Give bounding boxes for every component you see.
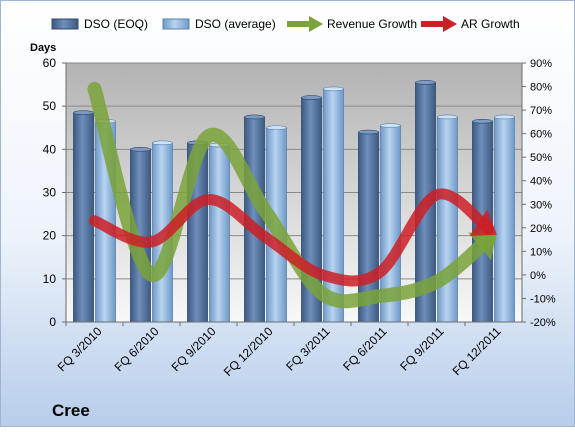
y-left-tick-label: 50 (43, 99, 57, 113)
legend-label: DSO (EOQ) (84, 17, 148, 31)
bar-dso-average (210, 145, 230, 322)
y-right-tick-label: 40% (530, 176, 552, 188)
legend-item-dso-average: DSO (average) (163, 17, 276, 31)
bar-top-cap (359, 130, 379, 134)
y-right-tick-label: 70% (530, 105, 552, 117)
bar-top-cap (473, 119, 493, 123)
legend-swatch (163, 19, 189, 29)
y-right-tick-label: 80% (530, 82, 552, 94)
bar-top-cap (324, 87, 344, 91)
bar-dso-average (438, 117, 458, 322)
bar-top-cap (245, 115, 265, 119)
y-left-tick-label: 60 (43, 56, 57, 70)
bar-top-cap (302, 96, 322, 100)
y-left-tick-label: 40 (43, 142, 57, 156)
bar-top-cap (416, 80, 436, 84)
bar-dso-average (495, 117, 515, 322)
legend-item-dso-eoq: DSO (EOQ) (52, 17, 148, 31)
y-right-tick-label: 0% (530, 270, 546, 282)
bar-top-cap (74, 111, 94, 115)
y-right-tick-label: 30% (530, 199, 552, 211)
bar-dso-average (324, 89, 344, 322)
bar-top-cap (267, 126, 287, 130)
y-left-tick-label: 30 (43, 186, 57, 200)
y-right-tick-label: 90% (530, 58, 552, 70)
legend-label: DSO (average) (195, 17, 276, 31)
y-right-tick-label: 20% (530, 223, 552, 235)
bar-top-cap (131, 147, 151, 151)
y-right-tick-label: 60% (530, 129, 552, 141)
y-right-tick-label: -10% (530, 293, 556, 305)
legend-label: AR Growth (461, 17, 520, 31)
legend-label: Revenue Growth (327, 17, 417, 31)
bar-top-cap (438, 115, 458, 119)
y-left-tick-label: 10 (43, 272, 57, 286)
y-left-axis-title: Days (30, 42, 56, 54)
y-left-tick-label: 0 (49, 315, 56, 329)
y-left-tick-label: 20 (43, 229, 57, 243)
y-right-tick-label: 50% (530, 152, 552, 164)
bar-top-cap (381, 124, 401, 128)
company-label: Cree (52, 401, 90, 420)
legend-swatch (52, 19, 78, 29)
y-right-tick-label: -20% (530, 317, 556, 329)
bar-top-cap (495, 115, 515, 119)
y-right-tick-label: 10% (530, 246, 552, 258)
bar-top-cap (153, 141, 173, 145)
